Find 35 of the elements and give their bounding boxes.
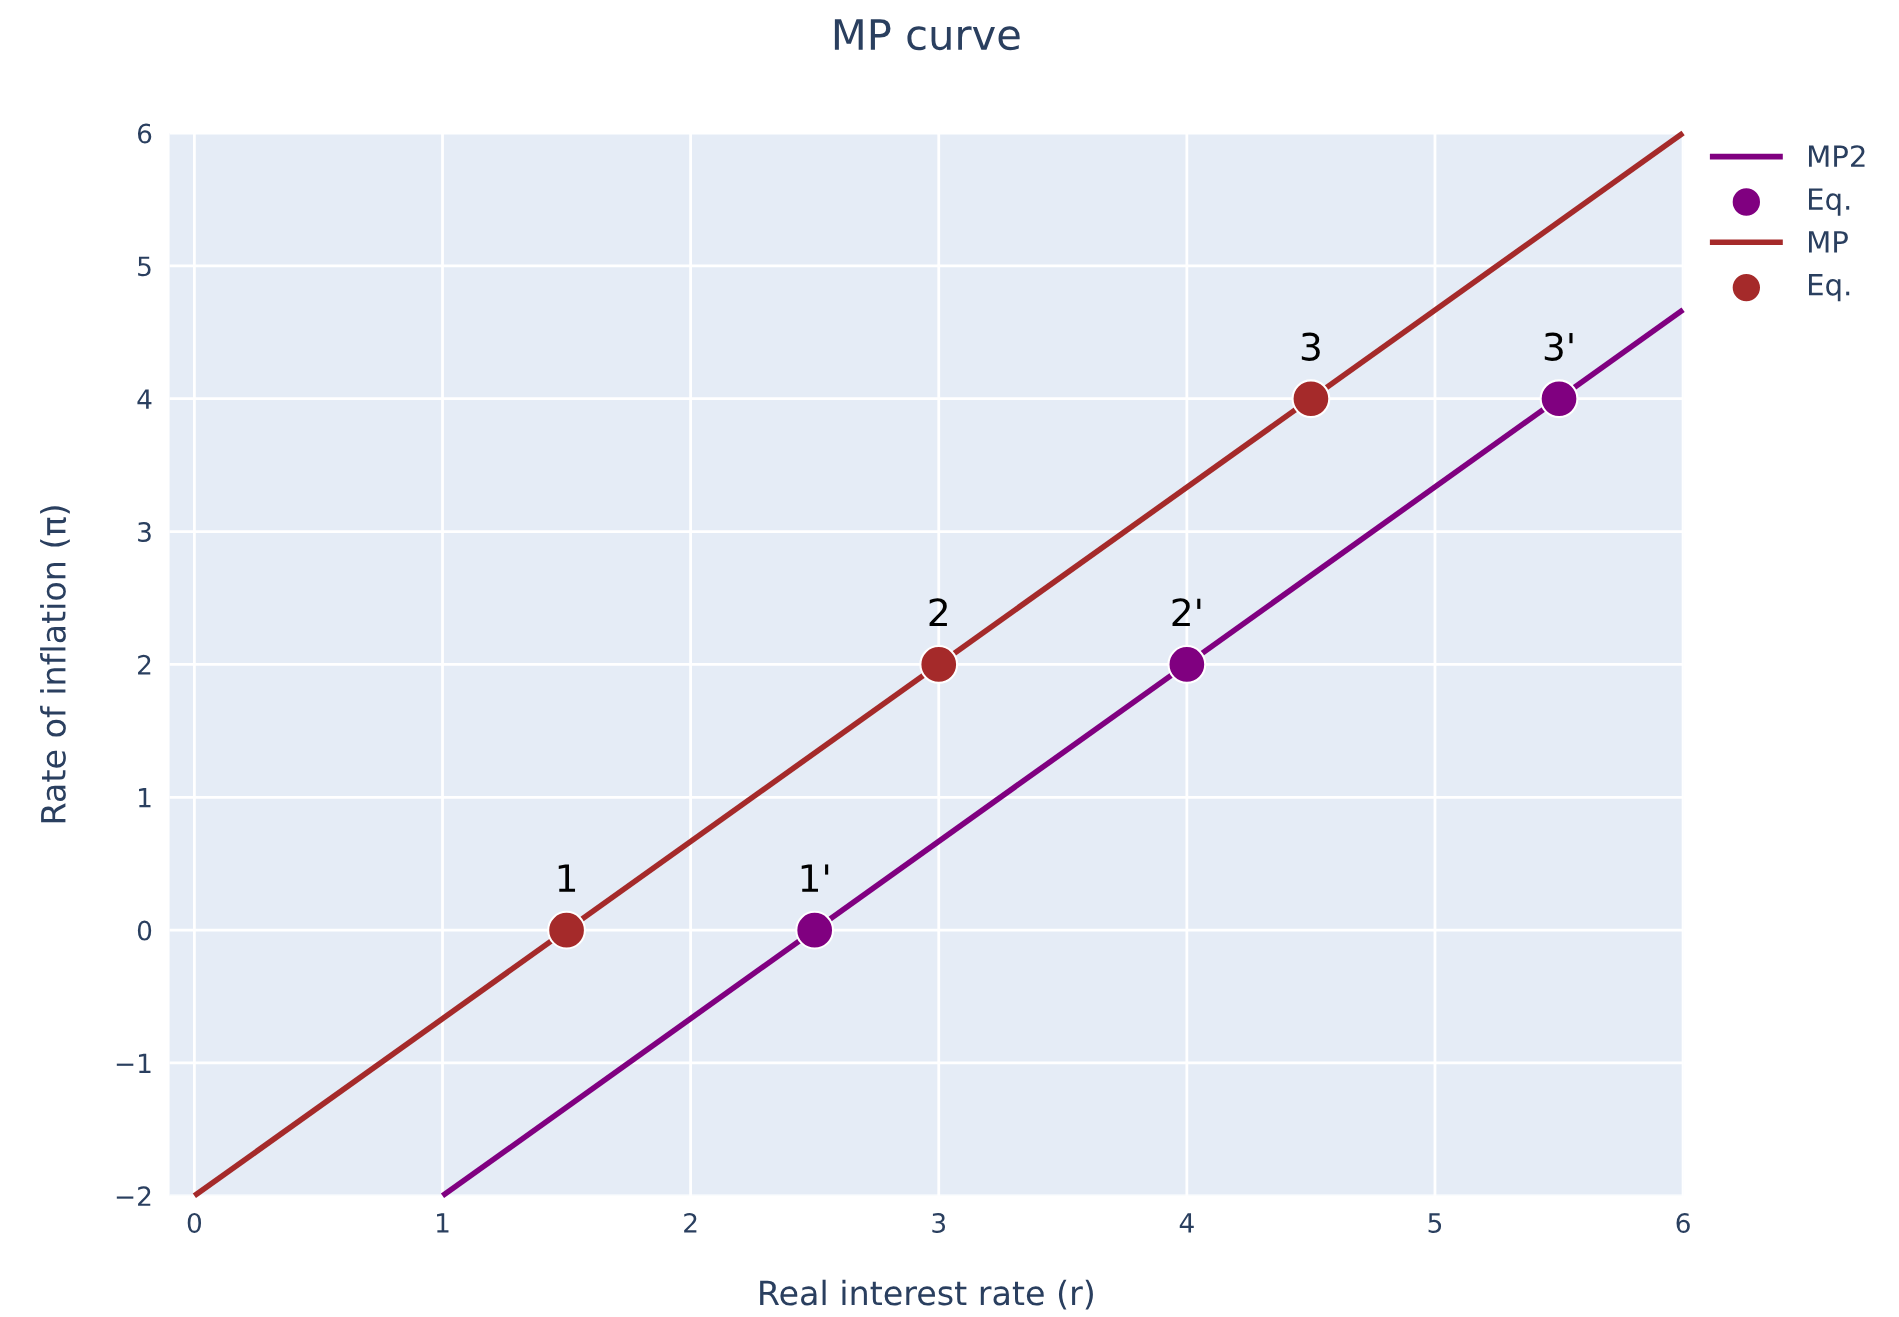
annotation: 1 — [558, 864, 576, 892]
y-tick-label: 6 — [137, 123, 152, 144]
point — [1291, 379, 1331, 419]
annotation: 2' — [1172, 598, 1201, 627]
x-axis-title: Real interest rate (r) — [760, 1279, 1093, 1310]
y-tick-label: 0 — [137, 920, 152, 941]
point — [919, 645, 959, 684]
legend-label: MP — [1809, 231, 1848, 253]
annotation: 3 — [1301, 332, 1320, 361]
y-tick-label: 2 — [138, 654, 151, 675]
chart-title: MP curve — [834, 19, 1020, 51]
legend-label: Eq. — [1809, 274, 1850, 302]
x-tick-label: 5 — [1428, 1213, 1442, 1233]
y-tick-label: −1 — [116, 1053, 151, 1074]
x-tick-label: 2 — [684, 1212, 697, 1233]
x-tick-label: 6 — [1676, 1212, 1690, 1233]
annotation: 1' — [801, 864, 829, 892]
legend-label: MP2 — [1809, 145, 1865, 167]
point — [1539, 379, 1579, 419]
annotation: 3' — [1544, 332, 1573, 361]
y-tick-label: 5 — [138, 256, 151, 277]
point — [547, 910, 586, 950]
x-tick-label: 3 — [932, 1212, 946, 1233]
point — [1167, 645, 1207, 684]
x-tick-label: 1 — [437, 1213, 449, 1233]
y-tick-label: 4 — [137, 389, 152, 409]
x-tick-label: 0 — [187, 1212, 202, 1233]
y-tick-label: −2 — [116, 1186, 151, 1206]
point — [795, 910, 835, 950]
y-tick-label: 3 — [138, 522, 151, 542]
annotation: 2 — [929, 598, 947, 627]
legend-label: Eq. — [1809, 188, 1850, 216]
y-tick-label: 1 — [139, 788, 151, 808]
y-axis-title: Rate of inflation (π) — [40, 506, 70, 823]
x-tick-label: 4 — [1179, 1213, 1194, 1233]
